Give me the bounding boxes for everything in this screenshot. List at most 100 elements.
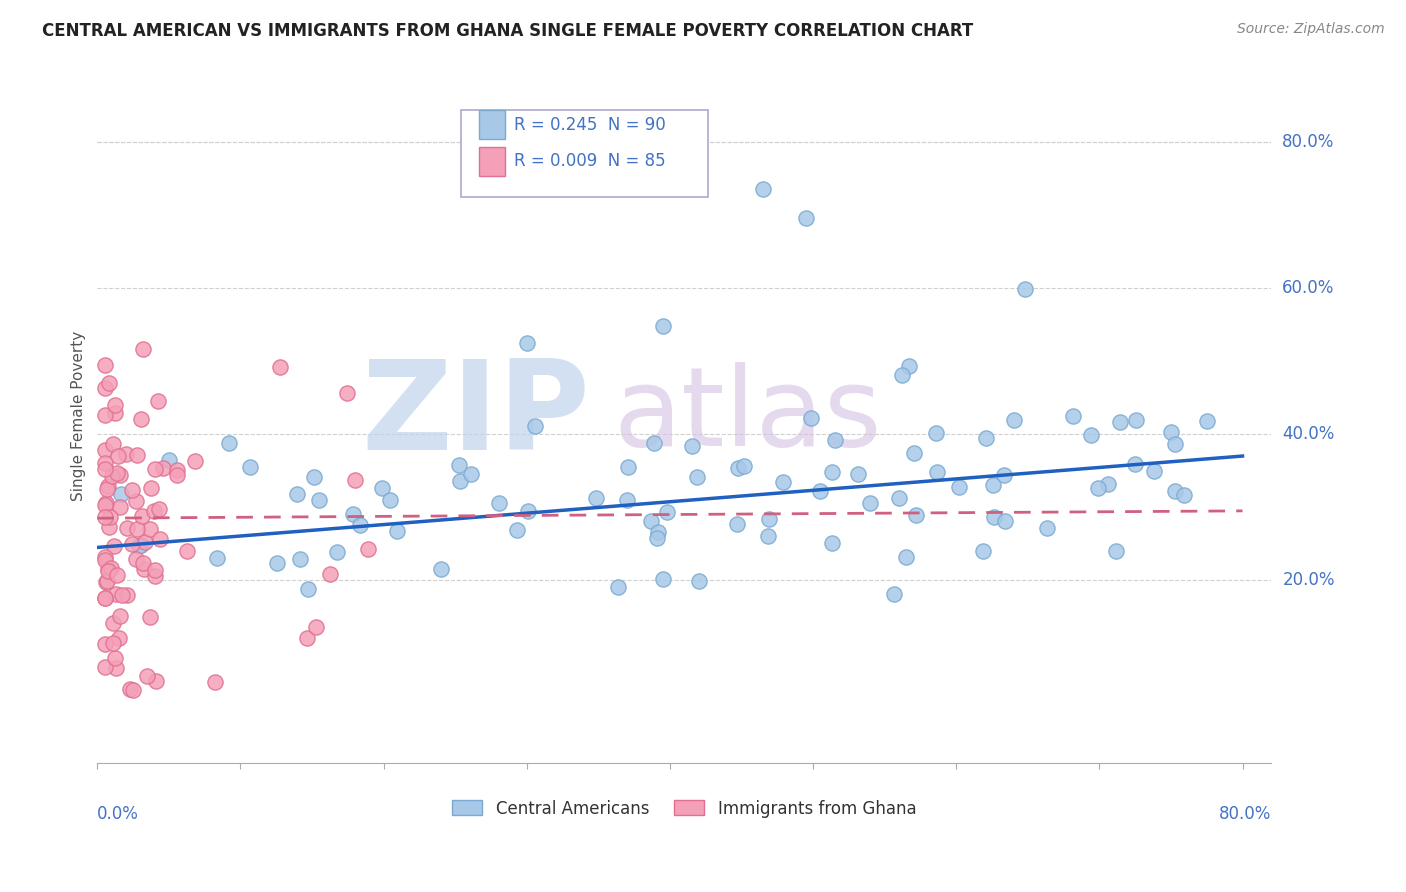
Text: 80.0%: 80.0% [1219,805,1271,822]
Point [449,474,471,488]
Point [616,460,638,475]
Point [772,475,794,490]
Point [121,483,143,498]
Point [1014,282,1036,296]
Point [651,318,673,333]
Point [266,556,288,570]
Text: 80.0%: 80.0% [1282,133,1334,151]
Point [108,500,131,514]
Point [125,494,148,508]
Point [733,458,755,473]
Point [758,512,780,526]
Point [125,522,148,536]
Point [883,586,905,600]
Point [799,411,821,425]
Text: 20.0%: 20.0% [1282,572,1334,590]
Point [903,446,925,460]
Point [505,523,527,537]
Point [105,587,128,601]
Point [138,609,160,624]
Point [295,631,318,645]
Point [94,591,117,606]
Point [93,498,115,512]
Point [449,458,471,473]
Point [115,588,138,602]
Point [139,522,162,536]
Point [157,453,180,467]
Point [108,608,131,623]
Point [357,541,380,556]
Y-axis label: Single Female Poverty: Single Female Poverty [72,331,86,501]
Point [93,553,115,567]
Point [100,469,122,483]
Point [93,462,115,476]
Point [688,574,710,588]
Point [752,182,775,196]
Text: CENTRAL AMERICAN VS IMMIGRANTS FROM GHANA SINGLE FEMALE POVERTY CORRELATION CHAR: CENTRAL AMERICAN VS IMMIGRANTS FROM GHAN… [42,22,973,40]
Point [93,659,115,673]
Point [218,435,240,450]
Point [974,431,997,445]
Point [1002,413,1025,427]
Point [97,564,120,578]
Point [97,562,120,576]
Point [1036,521,1059,535]
Point [135,669,157,683]
Point [725,516,748,531]
Point [125,448,148,462]
Point [103,398,125,412]
Point [120,681,142,696]
Point [96,496,118,510]
Point [129,538,152,552]
Point [149,532,172,546]
Point [134,534,156,549]
Point [308,492,330,507]
Point [143,563,166,577]
Point [647,525,669,540]
Point [430,562,453,576]
Point [288,551,311,566]
Point [1087,481,1109,495]
Point [108,631,131,645]
Point [516,335,538,350]
Point [385,524,408,539]
Point [904,508,927,522]
Point [756,529,779,543]
Legend: Central Americans, Immigrants from Ghana: Central Americans, Immigrants from Ghana [446,793,922,824]
Point [103,406,125,420]
Point [105,466,128,480]
Point [94,456,117,470]
Point [808,483,831,498]
Point [207,550,229,565]
Point [101,615,124,630]
Point [152,461,174,475]
Point [993,468,1015,483]
Point [121,537,143,551]
Point [103,437,125,451]
Point [1125,413,1147,427]
Point [1143,464,1166,478]
Point [184,454,207,468]
Point [176,544,198,558]
Point [105,568,128,582]
Text: 60.0%: 60.0% [1282,279,1334,297]
Point [681,439,703,453]
Point [132,343,155,357]
Point [93,358,115,372]
Point [128,539,150,553]
Point [103,651,125,665]
Point [132,556,155,570]
Point [1109,415,1132,429]
Point [1160,425,1182,439]
Point [94,510,117,524]
Point [896,550,918,565]
Point [460,467,482,482]
Point [846,467,869,481]
Point [948,480,970,494]
Point [141,481,163,495]
Point [148,393,170,408]
Point [643,436,665,450]
Point [344,473,367,487]
Point [143,462,166,476]
Text: 40.0%: 40.0% [1282,425,1334,443]
